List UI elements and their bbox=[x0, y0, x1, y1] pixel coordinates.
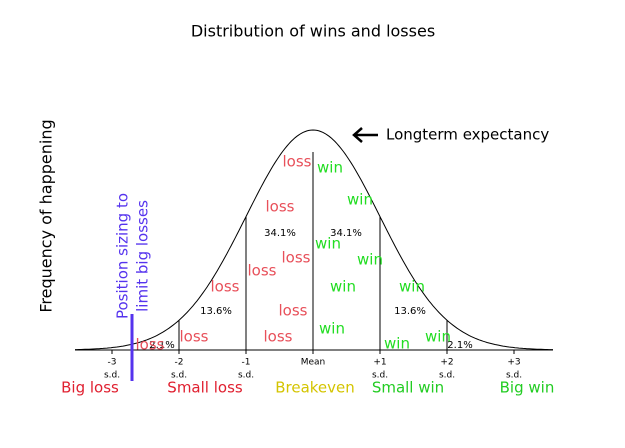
x-tick-unit: s.d. bbox=[506, 371, 522, 381]
percentage: 13.6% bbox=[394, 306, 426, 317]
win-label: win bbox=[315, 235, 341, 253]
x-tick-label: +3 bbox=[507, 358, 520, 368]
side-note: limit big losses bbox=[134, 200, 152, 312]
x-tick-label: Mean bbox=[301, 358, 326, 368]
win-label: win bbox=[384, 335, 410, 353]
x-tick-unit: s.d. bbox=[439, 371, 455, 381]
percentage: 13.6% bbox=[200, 306, 232, 317]
y-axis-label: Frequency of happening bbox=[37, 119, 56, 312]
outcome-label: Breakeven bbox=[275, 379, 355, 397]
side-note: Position sizing to bbox=[114, 193, 132, 319]
percentage: 2.1% bbox=[447, 340, 472, 351]
loss-label: loss bbox=[211, 278, 240, 296]
win-label: win bbox=[317, 159, 343, 177]
x-tick-unit: s.d. bbox=[372, 371, 388, 381]
loss-label: loss bbox=[282, 249, 311, 267]
win-label: win bbox=[425, 328, 451, 346]
win-label: win bbox=[347, 191, 373, 209]
loss-label: loss bbox=[266, 198, 295, 216]
loss-label: loss bbox=[180, 328, 209, 346]
x-tick-label: -1 bbox=[242, 358, 251, 368]
x-tick-label: -3 bbox=[108, 358, 117, 368]
title: Distribution of wins and losses bbox=[191, 22, 435, 41]
loss-label: loss bbox=[248, 262, 277, 280]
curve-layer bbox=[75, 129, 553, 351]
x-tick-label: +1 bbox=[373, 358, 386, 368]
win-label: win bbox=[319, 320, 345, 338]
x-tick-unit: s.d. bbox=[104, 371, 120, 381]
win-label: win bbox=[330, 278, 356, 296]
outcome-label: Small win bbox=[372, 379, 444, 397]
percentage: 34.1% bbox=[264, 228, 296, 239]
percentage: 2.1% bbox=[149, 340, 174, 351]
x-tick-label: -2 bbox=[175, 358, 184, 368]
outcome-label: Big win bbox=[500, 379, 555, 397]
win-label: win bbox=[399, 278, 425, 296]
outcome-label: Small loss bbox=[167, 379, 243, 397]
loss-label: loss bbox=[283, 153, 312, 171]
loss-label: loss bbox=[264, 328, 293, 346]
bell-curve bbox=[75, 129, 553, 351]
win-label: win bbox=[357, 251, 383, 269]
x-tick-label: +2 bbox=[440, 358, 453, 368]
x-tick-unit: s.d. bbox=[238, 371, 254, 381]
outcome-label: Big loss bbox=[61, 379, 119, 397]
annotation: Longterm expectancy bbox=[386, 126, 549, 144]
loss-label: loss bbox=[279, 302, 308, 320]
x-tick-unit: s.d. bbox=[171, 371, 187, 381]
loss-label: loss bbox=[136, 336, 165, 354]
percentage: 34.1% bbox=[330, 228, 362, 239]
arrow bbox=[352, 127, 378, 143]
